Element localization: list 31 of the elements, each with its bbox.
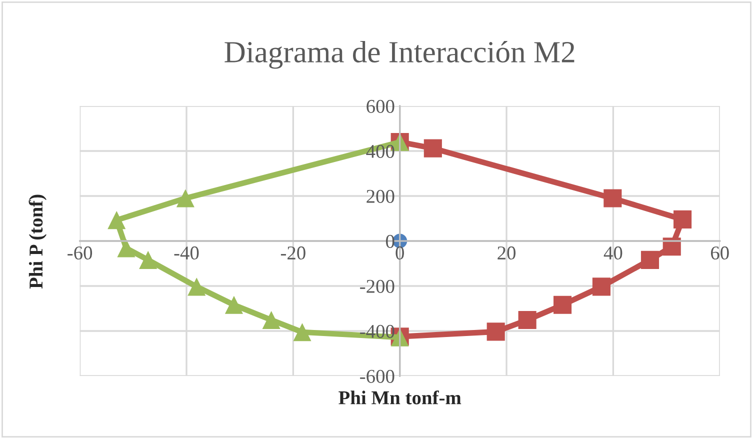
- point: [262, 310, 280, 330]
- x-tick-label: 60: [710, 246, 729, 260]
- point: [604, 189, 622, 208]
- x-tick-label: 0: [396, 246, 404, 260]
- x-tick-label: -40: [174, 246, 199, 260]
- point: [224, 296, 243, 314]
- y-axis-title: Phi P (tonf): [28, 194, 47, 289]
- x-tick-label: 20: [498, 246, 516, 260]
- point: [293, 323, 312, 342]
- point: [139, 250, 158, 269]
- y-tick-label: 200: [366, 190, 394, 203]
- point: [553, 296, 572, 314]
- chart-title: Diagrama de Interacción M2: [224, 40, 574, 69]
- point: [108, 211, 126, 230]
- y-tick-label: -600: [360, 370, 394, 383]
- x-tick-label: -60: [68, 246, 92, 260]
- point: [117, 239, 136, 258]
- x-axis-title: Phi Mn tonf-m: [338, 390, 462, 404]
- y-tick-label: -200: [360, 280, 394, 293]
- x-tick-label: -20: [280, 246, 306, 260]
- y-tick-label: 0: [386, 234, 394, 248]
- x-tick-label: 40: [604, 246, 622, 260]
- point: [188, 278, 206, 296]
- point: [518, 310, 536, 330]
- point: [486, 322, 505, 341]
- point: [674, 210, 692, 228]
- point: [640, 250, 660, 269]
- y-tick-label: 600: [366, 100, 394, 113]
- point: [424, 139, 442, 158]
- point: [592, 278, 610, 296]
- point: [176, 189, 194, 208]
